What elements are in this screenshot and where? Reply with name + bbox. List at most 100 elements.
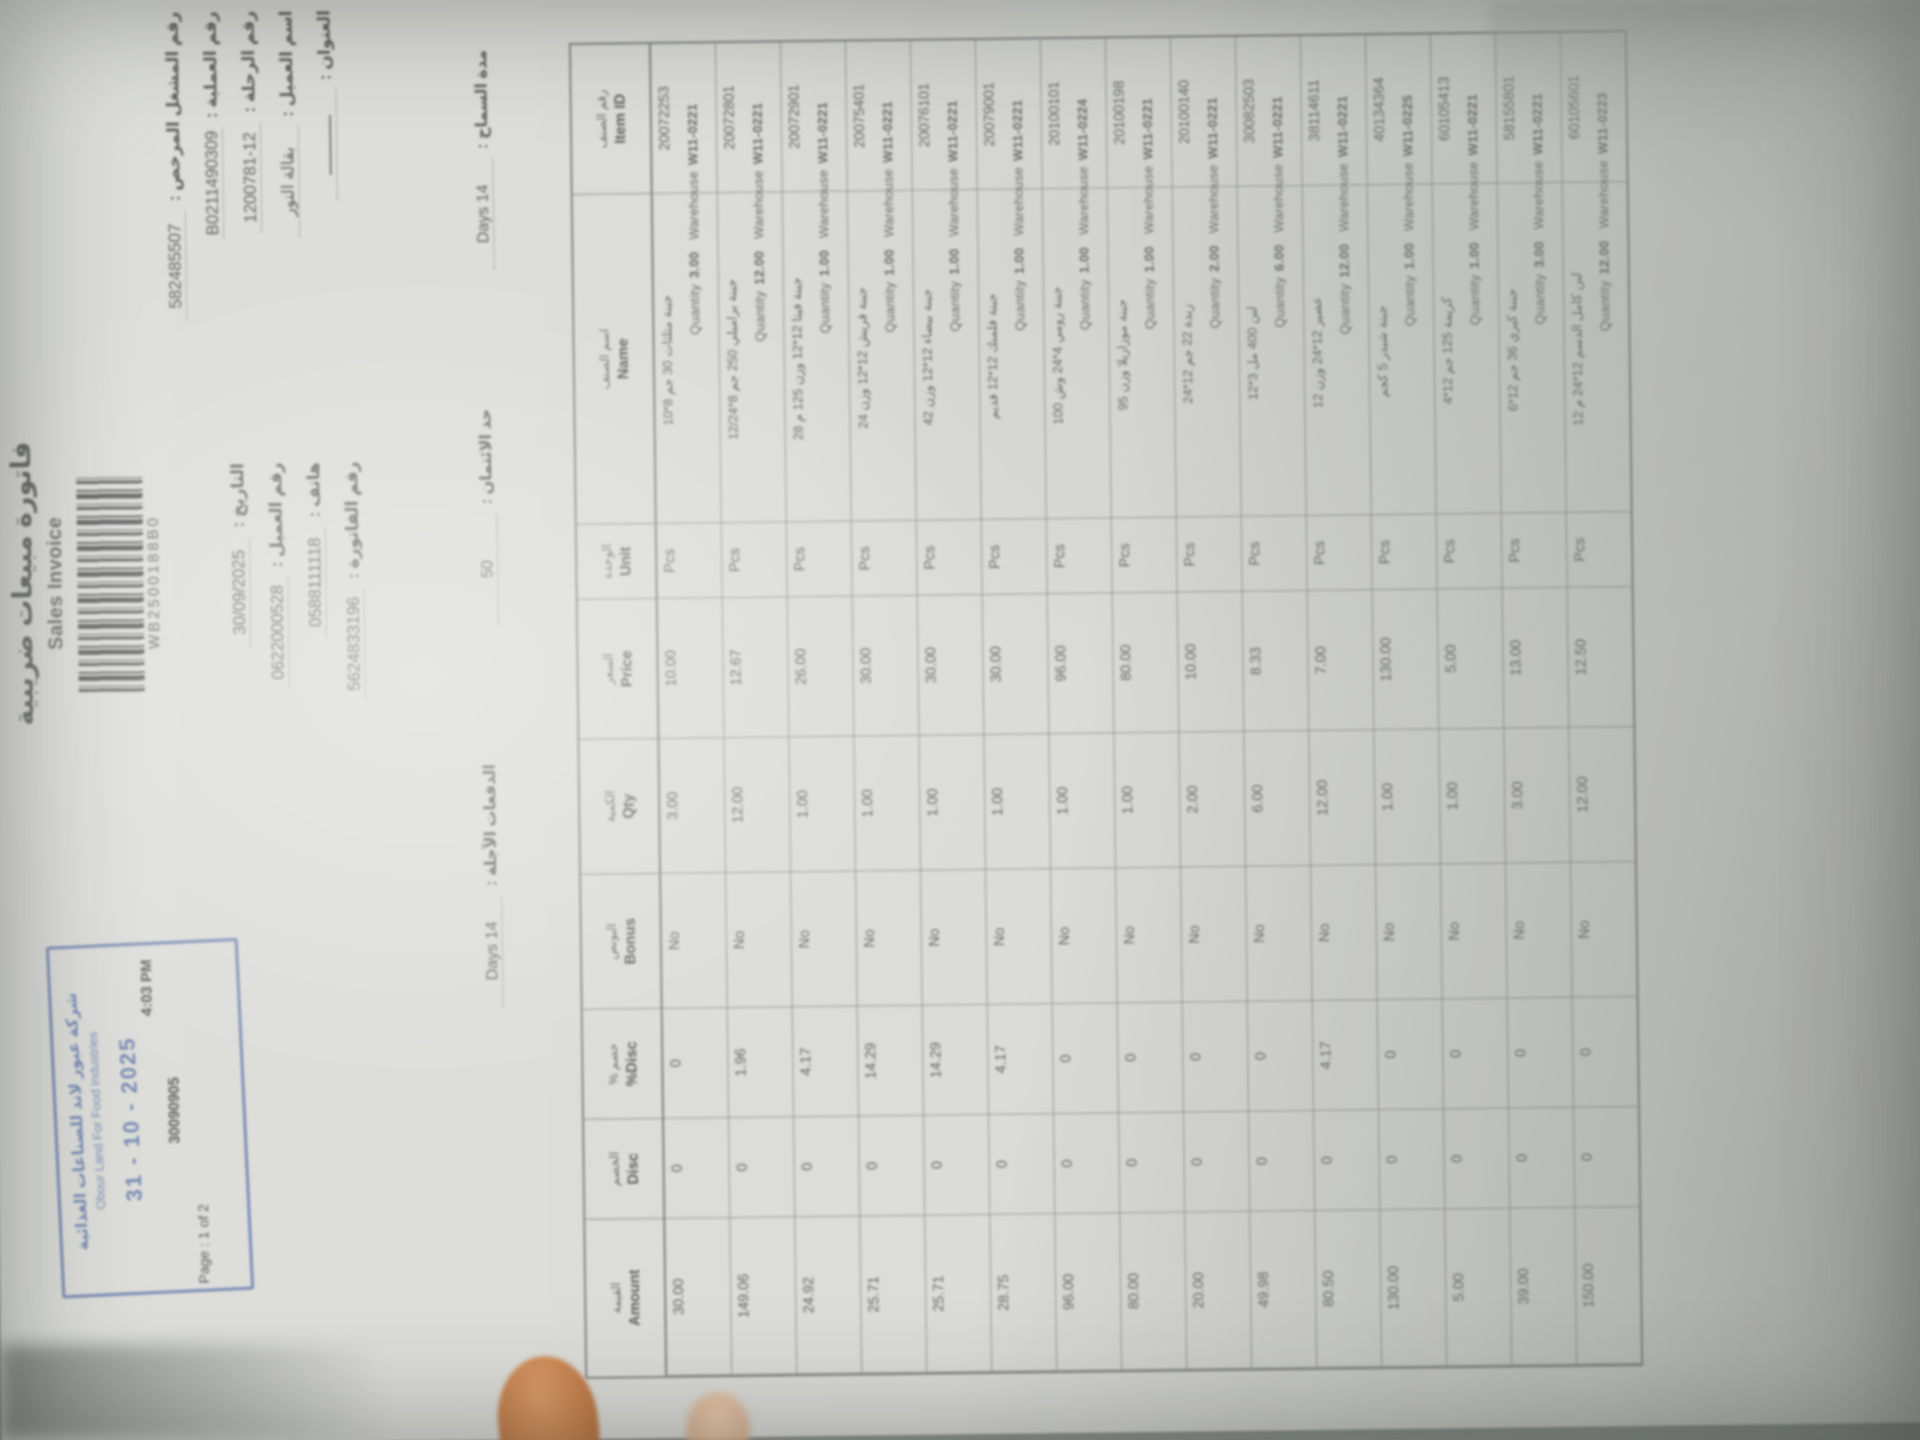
row-quantity-warehouse-line: Quantity 1.00 Warehouse W11-0221 <box>880 93 898 333</box>
cell-bonus: No <box>1051 868 1117 1005</box>
cell-disc: 0 <box>1508 1107 1575 1209</box>
cell-bonus: No <box>1116 867 1182 1004</box>
cell-qty: 1.00 <box>1049 733 1116 870</box>
field-label: التاريخ : <box>228 462 248 528</box>
background-corner-top-right <box>1490 0 1920 310</box>
sub-value: 1.00 <box>1466 238 1482 269</box>
cell-id: 20075401 <box>845 40 912 192</box>
field-label: الدفعات الآجلة : <box>481 764 501 886</box>
cell-unit: Pcs <box>981 519 1047 595</box>
print-code: 30090905 <box>165 1077 184 1144</box>
field-line: رقم العملية : B0211490309 <box>200 11 226 441</box>
cell-amount: 80.50 <box>1315 1210 1382 1368</box>
column-header-english: Bonus <box>621 917 639 965</box>
sub-label: Warehouse <box>1465 157 1482 231</box>
field-value: 14 Days <box>483 895 504 1006</box>
sub-label: Quantity <box>1271 272 1288 328</box>
field-value: 30/09/2025 <box>228 537 252 648</box>
sub-value: 2.00 <box>1206 241 1222 272</box>
cell-id: 20072901 <box>780 41 847 193</box>
header-fields-middle: التاريخ : 30/09/2025 رقم العميل : 062200052… <box>228 461 384 803</box>
sub-value: W11-0221 <box>944 100 961 163</box>
sub-label: Quantity <box>1076 275 1093 331</box>
field-label: رقم العميل : <box>266 462 287 568</box>
column-header-price: السعر Price <box>577 598 658 740</box>
column-header-disc_pct: خصم % Disc% <box>582 1008 663 1120</box>
field-line: رقم المشغل المرخص : 582485507 <box>162 12 188 442</box>
cell-disc: 0 <box>729 1117 795 1219</box>
field-label: حد الائتمان : <box>477 408 496 505</box>
column-header-arabic: اسم الصنف <box>596 328 612 390</box>
column-header-arabic: الكمية <box>602 790 617 823</box>
sub-value: W11-0221 <box>879 100 896 163</box>
cell-disc_pct: 0 <box>1182 1001 1249 1113</box>
cell-disc_pct: 0 <box>662 1008 729 1119</box>
row-quantity-warehouse-line: Quantity 1.00 Warehouse W11-0221 <box>945 92 963 332</box>
sub-label: Quantity <box>946 276 963 332</box>
background-corner-bottom-left <box>0 1345 540 1440</box>
sub-label: Quantity <box>751 286 768 342</box>
cell-price: 30.00 <box>852 595 919 737</box>
cell-amount: 5.00 <box>1445 1208 1512 1367</box>
field-label: رقم الفاتورة : <box>342 461 363 579</box>
cell-disc: 0 <box>1249 1110 1315 1212</box>
cell-price: 12.67 <box>722 597 789 739</box>
cell-unit: Pcs <box>1371 514 1437 591</box>
field-value: 50 <box>478 514 499 625</box>
column-header-amount: القيمة Amount <box>585 1219 665 1377</box>
cell-disc: 0 <box>989 1114 1055 1215</box>
cell-disc: 0 <box>859 1115 925 1217</box>
sub-value: 1.00 <box>1141 242 1157 273</box>
column-header-arabic: القيمة <box>608 1282 623 1314</box>
cell-unit: Pcs <box>1501 512 1567 589</box>
field-value: 5624833196 <box>343 588 366 699</box>
field-value: 1200781-12 <box>239 122 263 233</box>
sub-value: W11-0221 <box>684 103 701 166</box>
cell-unit: Pcs <box>1176 516 1242 593</box>
cell-disc_pct: 0 <box>1117 1002 1184 1114</box>
cell-disc_pct: 0 <box>1377 999 1443 1111</box>
cell-id: 20076101 <box>910 40 977 191</box>
cell-bonus: No <box>1311 865 1377 1001</box>
sub-value: 1.00 <box>1011 243 1027 275</box>
sub-value: W11-0221 <box>1204 97 1221 159</box>
cell-qty: 1.00 <box>854 735 921 872</box>
field-line: التاريخ : 30/09/2025 <box>228 463 253 803</box>
cell-unit: Pcs <box>1306 515 1372 591</box>
cell-disc: 0 <box>794 1116 860 1218</box>
field-line: اسم العميل : بقالة النور <box>276 10 302 440</box>
row-quantity-warehouse-line: Quantity 1.00 Warehouse W11-0221 <box>1010 91 1028 331</box>
cell-bonus: No <box>921 869 987 1006</box>
sub-label: Quantity <box>1401 271 1418 327</box>
cell-unit: Pcs <box>1436 513 1502 590</box>
sub-label: Quantity <box>1336 279 1353 335</box>
cell-disc: 0 <box>1314 1110 1380 1211</box>
cell-disc: 0 <box>1119 1112 1185 1214</box>
field-value: B0211490309 <box>201 127 225 239</box>
cell-amount: 20.00 <box>1185 1211 1252 1370</box>
cell-unit: Pcs <box>916 519 982 596</box>
column-header-english: Price <box>617 650 636 688</box>
sub-label: Warehouse <box>750 166 767 240</box>
sub-label: Quantity <box>881 277 898 333</box>
invoice-title-block: فاتورة مبيعات ضريبية Sales Invoice WB250… <box>6 432 165 734</box>
sub-label: Warehouse <box>685 167 702 240</box>
sub-label: Warehouse <box>1335 159 1352 232</box>
sub-value: 1.00 <box>1401 238 1417 270</box>
field-line: مدة السماح : 14 Days <box>471 50 495 269</box>
cell-bonus: No <box>726 872 792 1009</box>
cell-qty: 1.00 <box>1114 732 1181 869</box>
cell-qty: 12.00 <box>1569 727 1635 863</box>
cell-disc_pct: 0 <box>1507 997 1573 1109</box>
sub-label: Quantity <box>1011 276 1028 332</box>
column-header-arabic: السعر <box>600 653 616 685</box>
row-quantity-warehouse-line: Quantity 1.00 Warehouse W11-0224 <box>1075 91 1093 331</box>
cell-qty: 12.00 <box>1309 730 1376 866</box>
sub-value: 3.00 <box>686 247 702 279</box>
sub-label: Warehouse <box>880 164 897 238</box>
sub-value: W11-0221 <box>1464 93 1481 156</box>
cell-disc: 0 <box>664 1118 730 1219</box>
field-line: العنوان : ــــــــــــ <box>314 10 340 440</box>
column-header-arabic: الوحدة <box>599 544 614 579</box>
